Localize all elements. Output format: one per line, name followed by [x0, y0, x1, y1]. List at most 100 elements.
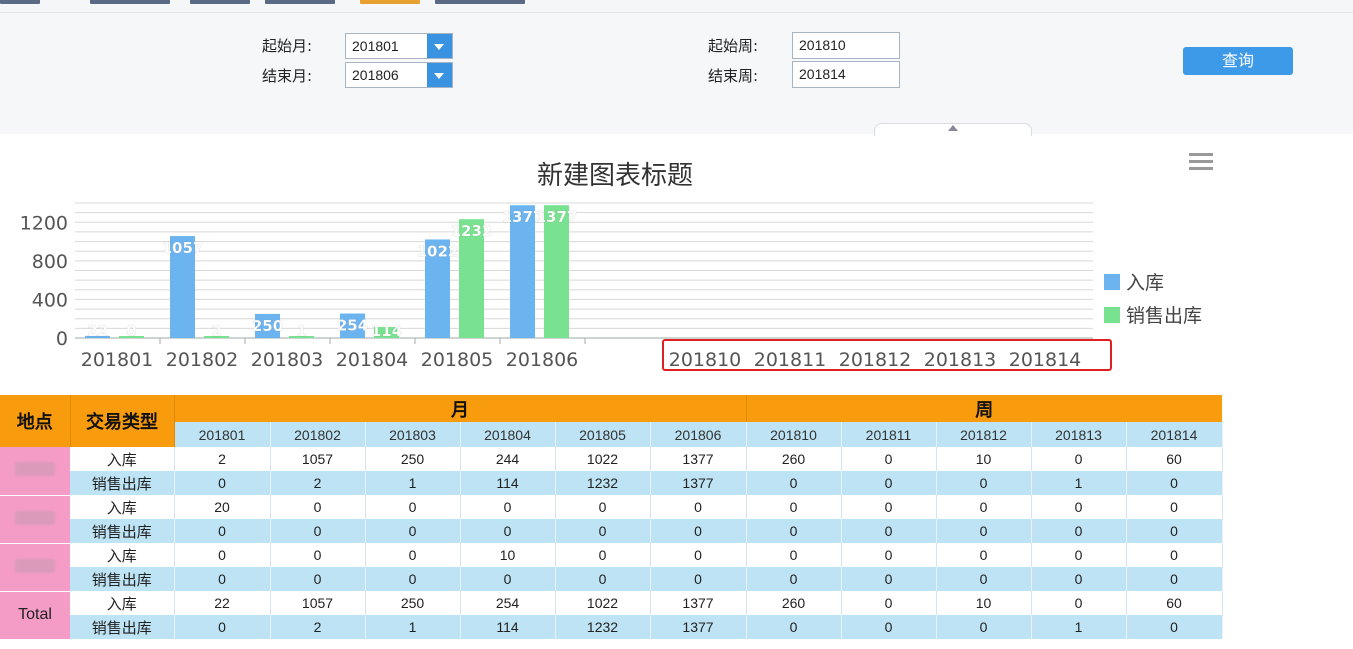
end-month-value: 201806 [352, 67, 399, 83]
value-cell: 0 [746, 567, 842, 591]
start-week-value: 201810 [799, 37, 846, 53]
data-label: 0 [126, 322, 136, 340]
value-cell: 0 [650, 543, 747, 567]
bar-chart: 0 400 800 1200 201801 22 0 201802 1057 2 201803 250… [20, 202, 1093, 371]
x-tick-label: 201814 [1009, 349, 1082, 371]
value-cell: 244 [460, 447, 556, 471]
value-cell: 1377 [650, 591, 747, 615]
value-cell: 0 [1126, 519, 1223, 543]
value-cell: 0 [1031, 447, 1127, 471]
period-header: 201814 [1126, 422, 1223, 447]
start-month-select[interactable]: 201801 [345, 33, 453, 59]
value-cell: 0 [936, 519, 1032, 543]
table-row: 入库 0 0 0 10 0 0 0 0 0 0 0 [0, 543, 1223, 592]
table-row: 销售出库 0 0 0 0 0 0 0 0 0 0 0 [0, 567, 1223, 591]
y-tick-label: 400 [32, 289, 68, 311]
col-type-header: 交易类型 [70, 395, 175, 447]
start-week-input[interactable]: 201810 [792, 32, 900, 59]
end-month-select[interactable]: 201806 [345, 62, 453, 88]
table-row: 销售出库 0 2 1 114 1232 1377 0 0 0 1 0 [0, 615, 1223, 639]
start-month-value: 201801 [352, 38, 399, 54]
data-label: 2 [211, 322, 221, 340]
toolbar-button-5[interactable] [360, 0, 420, 4]
chart-legend: 入库 销售出库 [1104, 265, 1202, 331]
value-cell: 0 [746, 615, 842, 639]
value-cell: 0 [365, 495, 461, 519]
end-month-label: 结束月: [262, 67, 313, 85]
period-header: 201813 [1031, 422, 1127, 447]
chevron-down-icon[interactable] [427, 34, 452, 58]
y-tick-label: 0 [56, 328, 68, 350]
value-cell: 0 [555, 519, 651, 543]
location-cell [0, 543, 70, 592]
data-label: 1377 [536, 208, 578, 226]
data-label: 1022 [417, 242, 459, 260]
value-cell: 0 [174, 615, 271, 639]
value-cell: 0 [1126, 471, 1223, 495]
value-cell: 0 [1031, 567, 1127, 591]
value-cell: 1 [365, 471, 461, 495]
bar-sales-out [459, 219, 484, 338]
type-cell: 入库 [70, 591, 175, 615]
value-cell: 0 [1126, 567, 1223, 591]
highlight-box [662, 339, 1112, 371]
legend-item-sales-out[interactable]: 销售出库 [1104, 298, 1202, 331]
bar-sales-out [544, 205, 569, 338]
value-cell: 260 [746, 447, 842, 471]
table-row: 入库 20 0 0 0 0 0 0 0 0 0 0 [0, 495, 1223, 544]
value-cell: 2 [270, 615, 366, 639]
data-label: 1377 [502, 208, 544, 226]
data-label: 114 [371, 322, 402, 340]
type-cell: 入库 [70, 495, 175, 519]
value-cell: 0 [174, 471, 271, 495]
table-row: Total 入库 22 1057 250 254 1022 1377 260 0 10 0 60 [0, 591, 1223, 640]
value-cell: 0 [460, 567, 556, 591]
end-week-input[interactable]: 201814 [792, 61, 900, 88]
col-location-header: 地点 [0, 395, 71, 447]
redacted-location [15, 462, 55, 477]
value-cell: 0 [936, 567, 1032, 591]
period-header: 201803 [365, 422, 461, 447]
value-cell: 0 [555, 567, 651, 591]
value-cell: 1232 [555, 471, 651, 495]
y-tick-label: 1200 [20, 212, 68, 234]
x-tick-label: 201802 [166, 349, 239, 371]
bar-sales-out [119, 336, 144, 338]
x-tick-label: 201801 [81, 349, 154, 371]
toolbar-button-4[interactable] [265, 0, 335, 4]
toolbar-button-2[interactable] [90, 0, 170, 4]
value-cell: 0 [936, 495, 1032, 519]
value-cell: 1022 [555, 447, 651, 471]
bar-inbound [170, 236, 195, 338]
value-cell: 10 [936, 591, 1032, 615]
value-cell: 0 [270, 543, 366, 567]
toolbar-button-1[interactable] [0, 0, 40, 4]
value-cell: 0 [1031, 591, 1127, 615]
value-cell: 2 [174, 447, 271, 471]
toolbar-button-3[interactable] [190, 0, 250, 4]
x-tick-label: 201813 [924, 349, 997, 371]
collapse-panel-tab[interactable] [874, 123, 1032, 136]
bar-inbound [340, 313, 365, 338]
value-cell: 0 [650, 495, 747, 519]
group-week-header: 周 [746, 395, 1222, 422]
type-cell: 销售出库 [70, 471, 175, 495]
value-cell: 0 [841, 567, 937, 591]
bar-inbound [255, 313, 280, 338]
value-cell: 0 [174, 519, 271, 543]
x-tick-label: 201812 [839, 349, 912, 371]
query-button[interactable]: 查询 [1183, 47, 1293, 75]
redacted-location [15, 510, 55, 525]
menu-icon[interactable] [1189, 153, 1213, 171]
period-header: 201802 [270, 422, 366, 447]
chevron-down-icon[interactable] [427, 63, 452, 87]
toolbar-button-6[interactable] [435, 0, 525, 4]
period-header: 201806 [650, 422, 747, 447]
data-label: 22 [87, 322, 108, 340]
value-cell: 0 [1126, 495, 1223, 519]
period-header: 201812 [936, 422, 1032, 447]
value-cell: 0 [746, 495, 842, 519]
group-month-header: 月 [174, 395, 747, 422]
legend-item-inbound[interactable]: 入库 [1104, 265, 1202, 298]
value-cell: 0 [650, 519, 747, 543]
